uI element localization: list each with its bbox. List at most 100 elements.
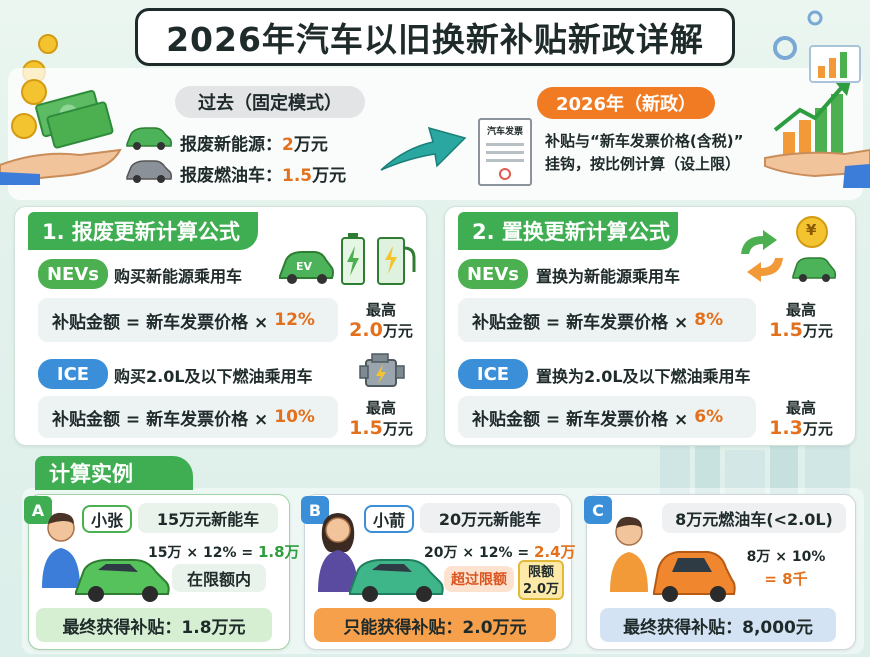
example-a-calc: 15万 × 12% = 1.8万: [148, 541, 300, 562]
scrap-nev-max-label: 最高: [365, 301, 396, 319]
gear-icon: [773, 10, 823, 60]
scrap-nev-description: 购买新能源乘用车: [114, 267, 243, 286]
growth-chart-hand-icon: [764, 80, 870, 188]
replace-nev-max: 最高 1.5万元: [768, 300, 834, 341]
past-nev-value: 2: [282, 135, 294, 155]
yuan-coin-symbol: ¥: [806, 221, 817, 239]
replace-ice-description: 置换为2.0L及以下燃油乘用车: [536, 367, 751, 386]
replace-nev-percent: 8%: [694, 310, 724, 330]
yuan-coin-icon: [796, 216, 828, 248]
example-c-letter: C: [584, 496, 612, 524]
example-b-calc-result: 2.4万: [533, 543, 576, 561]
scrap-ice-max: 最高 1.5万元: [348, 398, 414, 439]
replace-ice-formula-text: 补贴金额 = 新车发票价格 ×: [472, 409, 689, 430]
scrap-nev-percent: 12%: [274, 310, 315, 330]
invoice-icon: 汽车发票: [478, 118, 532, 186]
example-a-calc-text: 15万 × 12% =: [148, 545, 254, 561]
green-car-icon: [126, 127, 172, 150]
example-b-limit-box: 限额 2.0万: [518, 560, 564, 600]
example-a-final: 最终获得补贴：1.8万元: [36, 608, 272, 642]
example-a-name: 小张: [82, 505, 132, 533]
scrap-nev-max: 最高 2.0万元: [348, 300, 414, 341]
example-a-letter: A: [24, 496, 52, 524]
electric-car-icon: [279, 251, 334, 284]
past-ice-unit: 万元: [312, 166, 347, 186]
new-policy-label: 2026年（新政）: [537, 87, 715, 119]
person-man-icon: [42, 512, 80, 588]
ev-badge: EV: [296, 260, 313, 273]
replacement-car-icon: [792, 257, 837, 282]
person-woman-icon: [318, 513, 358, 592]
past-nev-unit: 万元: [293, 135, 328, 155]
scrap-ice-formula: 补贴金额 = 新车发票价格 × 10%: [38, 396, 338, 438]
replace-nev-max-unit: 万元: [802, 322, 833, 340]
new-policy-description: 补贴与“新车发票价格(含税)” 挂钩，按比例计算（设上限）: [545, 130, 743, 176]
example-b-name: 小葥: [364, 505, 414, 533]
scrap-ice-formula-text: 补贴金额 = 新车发票价格 ×: [52, 409, 269, 430]
teal-ev-car-icon: [349, 559, 444, 602]
replace-nev-max-value: 1.5: [769, 319, 803, 341]
replace-ice-max-unit: 万元: [802, 420, 833, 438]
past-nev-subsidy: 报废新能源：2万元: [180, 130, 328, 155]
example-c-calc-result: = 8千: [764, 570, 808, 588]
exchange-arrows-icon: [741, 230, 783, 282]
scrap-ice-max-value: 1.5: [349, 417, 383, 439]
example-b-calc: 20万 × 12% = 2.4万: [424, 541, 576, 562]
example-b-final: 只能获得补贴：2.0万元: [314, 608, 556, 642]
person-man-c-icon: [610, 516, 648, 592]
scrap-nev-tag: NEVs: [38, 259, 108, 289]
example-b-limit-l1: 限额: [527, 565, 554, 580]
example-a-note: 在限额内: [172, 564, 266, 592]
example-b-car: 20万元新能车: [420, 503, 560, 533]
replacement-update-heading: 2. 置换更新计算公式: [458, 212, 678, 250]
scrap-update-heading: 1. 报废更新计算公式: [28, 212, 258, 250]
example-c-car: 8万元燃油车(<2.0L): [662, 503, 846, 533]
example-c-calc: 8万 × 10% = 8千: [746, 546, 826, 590]
replace-ice-percent: 6%: [694, 407, 724, 427]
past-ice-label: 报废燃油车：: [180, 166, 282, 186]
gray-car-icon: [126, 160, 172, 183]
example-b-calc-text: 20万 × 12% =: [424, 545, 530, 561]
invoice-label: 汽车发票: [486, 127, 523, 137]
scrap-nev-max-unit: 万元: [382, 322, 413, 340]
scrap-ice-percent: 10%: [274, 407, 315, 427]
page-title: 2026年汽车以旧换新补贴新政详解: [135, 8, 735, 66]
example-a-car: 15万元新能车: [138, 503, 278, 533]
examples-heading: 计算实例: [35, 456, 193, 490]
past-mode-label: 过去（固定模式）: [175, 86, 365, 118]
scrap-ice-max-label: 最高: [365, 399, 396, 417]
money-hand-icon: [0, 79, 122, 185]
transition-arrow-icon: [380, 126, 467, 171]
replace-ice-formula: 补贴金额 = 新车发票价格 × 6%: [458, 396, 756, 438]
example-a-calc-result: 1.8万: [257, 543, 300, 561]
replace-ice-max-value: 1.3: [769, 417, 803, 439]
scrap-nev-max-value: 2.0: [349, 319, 383, 341]
example-c-final: 最终获得补贴：8,000元: [600, 608, 836, 642]
example-b-letter: B: [301, 496, 329, 524]
past-ice-value: 1.5: [282, 166, 313, 186]
replace-nev-formula-text: 补贴金额 = 新车发票价格 ×: [472, 312, 689, 333]
new-desc-line1: 补贴与“新车发票价格(含税)”: [545, 132, 744, 150]
scrap-ice-max-unit: 万元: [382, 420, 413, 438]
scrap-ice-tag: ICE: [38, 359, 108, 389]
past-nev-label: 报废新能源：: [180, 135, 282, 155]
replace-nev-description: 置换为新能源乘用车: [536, 267, 681, 286]
scrap-nev-formula-text: 补贴金额 = 新车发票价格 ×: [52, 312, 269, 333]
replace-ice-max-label: 最高: [785, 399, 816, 417]
past-ice-subsidy: 报废燃油车：1.5万元: [180, 161, 346, 186]
battery-icon: [341, 233, 365, 285]
scrap-nev-formula: 补贴金额 = 新车发票价格 × 12%: [38, 298, 338, 342]
replace-nev-max-label: 最高: [785, 301, 816, 319]
example-b-limit-l2: 2.0万: [522, 582, 560, 597]
engine-icon: [359, 353, 405, 387]
replace-nev-tag: NEVs: [458, 259, 528, 289]
green-ev-car-icon: [75, 559, 170, 602]
replace-nev-formula: 补贴金额 = 新车发票价格 × 8%: [458, 298, 756, 342]
replace-ice-tag: ICE: [458, 359, 528, 389]
replace-ice-max: 最高 1.3万元: [768, 398, 834, 439]
orange-fuel-car-icon: [653, 551, 736, 602]
document-chart-icon: [809, 45, 861, 83]
new-desc-line2: 挂钩，按比例计算（设上限）: [545, 155, 741, 173]
example-c-calc-text: 8万 × 10%: [746, 549, 826, 565]
scrap-ice-description: 购买2.0L及以下燃油乘用车: [114, 367, 313, 386]
